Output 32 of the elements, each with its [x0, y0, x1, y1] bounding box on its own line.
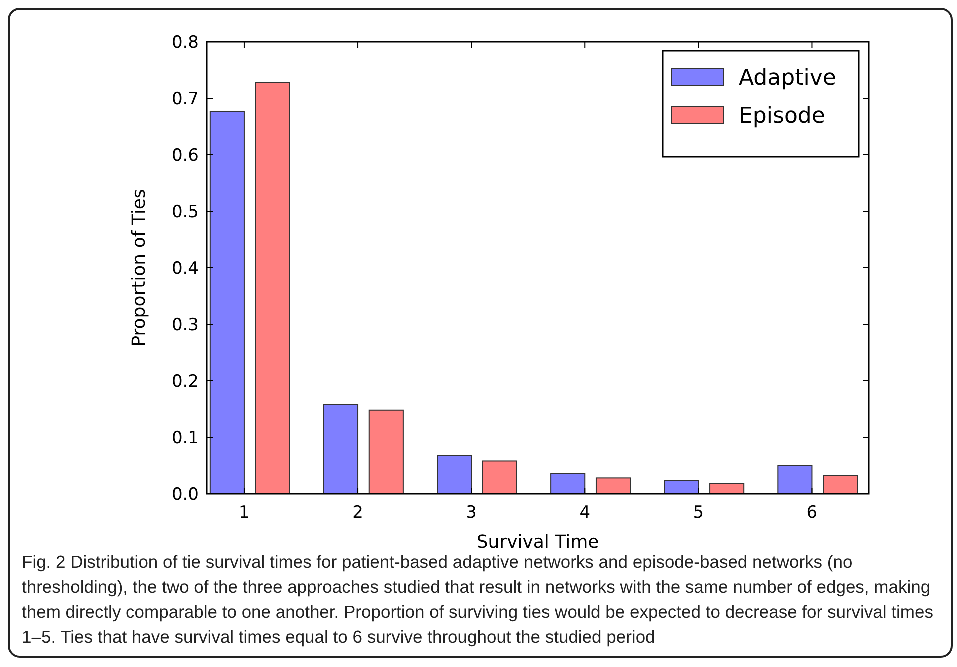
legend-label: Episode [739, 104, 826, 129]
bar [778, 465, 813, 494]
x-tick-label: 6 [806, 503, 818, 523]
x-tick-label: 2 [352, 503, 364, 523]
y-tick-label: 0.4 [172, 259, 199, 279]
bar [482, 460, 518, 494]
x-tick-label: 4 [580, 503, 591, 523]
y-tick-label: 0.5 [172, 202, 199, 222]
y-tick-label: 0.7 [172, 90, 199, 110]
bar [710, 483, 745, 494]
legend-label: Adaptive [739, 66, 836, 91]
y-tick-label: 0.8 [172, 33, 199, 53]
y-tick-label: 0.3 [172, 316, 199, 336]
bar [323, 404, 359, 494]
bar [210, 110, 245, 494]
bar [437, 455, 472, 494]
x-tick-label: 5 [693, 503, 704, 523]
bar [368, 410, 404, 494]
caption: Fig. 2 Distribution of tie survival times for patient-based adaptive networks and episode-based networks (no thresholding), the two of the three approaches studied that result in networks with the same number of edges, making them directly comparable to one another. Proportion of surviving ties would be expected to decrease for survival times 1–5. Ties that have survival times equal to 6 survive throughout the studied period [22, 551, 934, 649]
x-tick-label: 3 [466, 503, 477, 523]
y-tick-label: 0.0 [172, 485, 199, 505]
y-tick-label: 0.2 [172, 372, 199, 392]
y-tick-label: 0.6 [172, 146, 199, 166]
bar [664, 480, 700, 494]
bar [596, 478, 632, 494]
y-tick-label: 0.1 [172, 428, 199, 448]
bar [823, 475, 858, 494]
bar [255, 82, 290, 494]
y-axis-title: Proportion of Ties [129, 189, 150, 347]
x-tick-label: 1 [239, 503, 250, 523]
x-axis-title: Survival Time [476, 532, 600, 553]
bar [550, 473, 586, 494]
